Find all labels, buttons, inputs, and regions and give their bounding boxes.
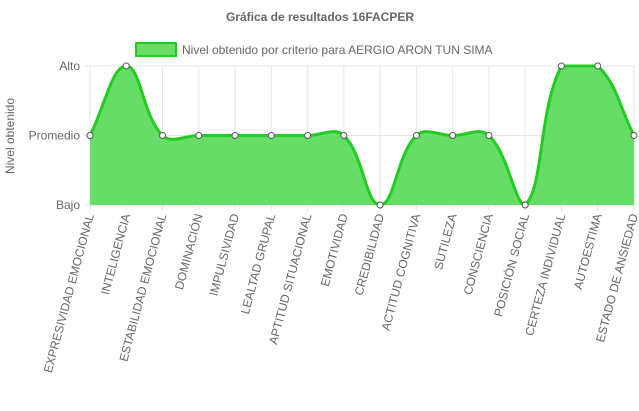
y-tick-label: Promedio [29, 129, 81, 143]
data-point [86, 132, 94, 139]
data-point [594, 62, 602, 70]
series-fill [90, 66, 634, 205]
data-point [449, 132, 457, 139]
x-axis-ticks: EXPRESIVIDAD EMOCIONAL INTELIGENCIAESTABI… [41, 212, 639, 375]
data-point [521, 201, 529, 209]
x-tick-label: CREDIBILIDAD [352, 212, 387, 297]
legend[interactable]: Nivel obtenido por criterio para AERGIO … [135, 42, 493, 57]
y-axis-label: Nivel obtenido [3, 98, 17, 174]
data-point [159, 132, 167, 139]
x-tick-label: CERTEZA INDIVIDUAL [522, 212, 568, 337]
y-axis-ticks: Bajo Promedio Alto [29, 59, 81, 212]
x-tick-label: SUTILEZA [431, 212, 459, 271]
chart-title: Gráfica de resultados 16FACPER [226, 10, 414, 24]
series-points [86, 62, 638, 209]
x-tick-label: IMPULSIVIDAD [207, 212, 243, 298]
data-point [304, 132, 312, 139]
x-tick-label: LEALTAD GRUPAL [238, 212, 278, 316]
legend-swatch [135, 42, 177, 57]
x-tick-label: AUTOESTIMA [571, 212, 605, 291]
x-tick-label: POSICIÓN SOCIAL [490, 212, 532, 319]
series-line [88, 64, 636, 207]
x-tick-label: EMOTIVIDAD [318, 212, 351, 288]
x-tick-label: CONSCIENCIA [461, 212, 496, 296]
data-point [195, 132, 203, 139]
x-tick-label: DOMINACIÓN [171, 212, 206, 291]
data-point [485, 132, 493, 139]
data-point [340, 132, 348, 139]
data-point [122, 62, 130, 70]
data-point [557, 62, 565, 70]
data-point [412, 132, 420, 139]
legend-label: Nivel obtenido por criterio para AERGIO … [182, 43, 493, 57]
x-tick-label: EXPRESIVIDAD EMOCIONAL [41, 212, 97, 374]
data-point [231, 132, 239, 139]
data-point [376, 201, 384, 209]
x-tick-label: ACTITUD COGNITIVA [379, 212, 424, 332]
series-area [88, 64, 636, 207]
data-point [267, 132, 275, 139]
x-tick-label: INTELIGENCIA [98, 212, 133, 296]
data-point [630, 132, 638, 139]
y-tick-label: Alto [59, 59, 80, 73]
y-tick-label: Bajo [56, 198, 80, 212]
